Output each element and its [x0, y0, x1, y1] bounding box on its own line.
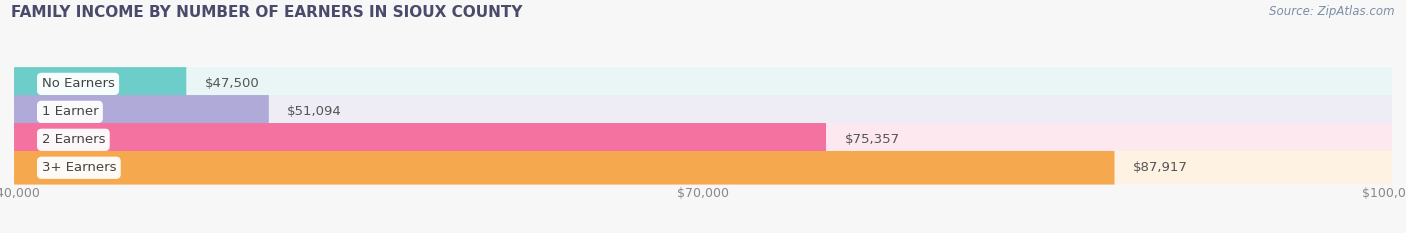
Text: $47,500: $47,500 — [205, 77, 260, 90]
Text: 3+ Earners: 3+ Earners — [42, 161, 117, 174]
FancyBboxPatch shape — [14, 67, 186, 101]
Text: Source: ZipAtlas.com: Source: ZipAtlas.com — [1270, 5, 1395, 18]
FancyBboxPatch shape — [14, 151, 1115, 185]
FancyBboxPatch shape — [14, 95, 1392, 129]
Text: 1 Earner: 1 Earner — [42, 105, 98, 118]
Text: $87,917: $87,917 — [1133, 161, 1188, 174]
FancyBboxPatch shape — [14, 67, 1392, 101]
Text: No Earners: No Earners — [42, 77, 114, 90]
FancyBboxPatch shape — [14, 123, 1392, 157]
Text: $51,094: $51,094 — [287, 105, 342, 118]
Text: FAMILY INCOME BY NUMBER OF EARNERS IN SIOUX COUNTY: FAMILY INCOME BY NUMBER OF EARNERS IN SI… — [11, 5, 523, 20]
Text: $75,357: $75,357 — [845, 133, 900, 146]
FancyBboxPatch shape — [14, 123, 825, 157]
FancyBboxPatch shape — [14, 151, 1392, 185]
Text: 2 Earners: 2 Earners — [42, 133, 105, 146]
FancyBboxPatch shape — [14, 95, 269, 129]
